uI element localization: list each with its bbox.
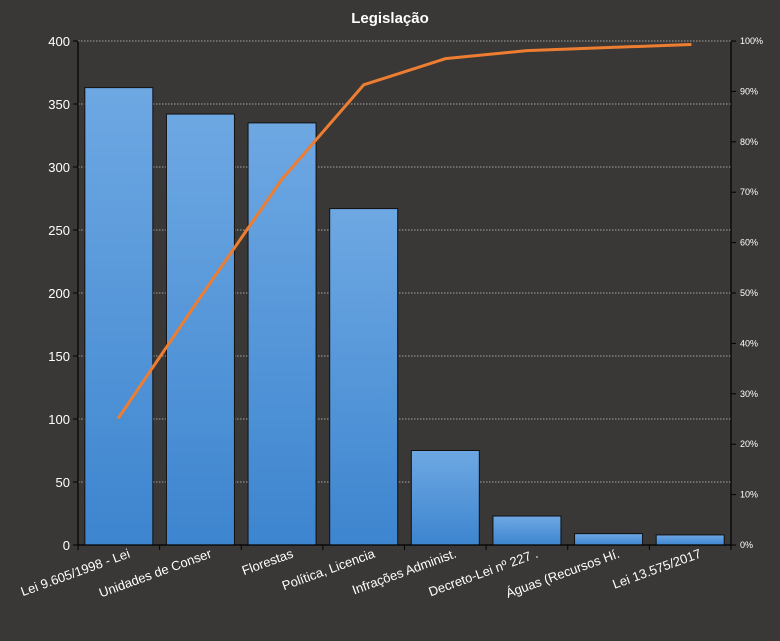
chart-title: Legislação: [351, 10, 429, 27]
left-tick-label: 150: [48, 349, 70, 364]
left-tick-label: 0: [63, 538, 70, 553]
right-tick-label: 30%: [740, 389, 758, 399]
left-tick-label: 100: [48, 412, 70, 427]
right-tick-label: 70%: [740, 187, 758, 197]
left-tick-label: 50: [56, 475, 70, 490]
left-tick-label: 200: [48, 286, 70, 301]
bar: [84, 87, 154, 546]
left-tick-label: 250: [48, 223, 70, 238]
cumulative-line: [117, 43, 692, 419]
bar: [410, 450, 480, 546]
right-tick-label: 20%: [740, 439, 758, 449]
bar: [655, 534, 725, 546]
right-tick-label: 40%: [740, 338, 758, 348]
cumulative-line-series: [117, 43, 692, 419]
bar: [574, 533, 644, 546]
bar: [247, 122, 317, 546]
right-tick-label: 90%: [740, 86, 758, 96]
right-tick-label: 60%: [740, 238, 758, 248]
bar: [492, 515, 562, 546]
right-tick-label: 50%: [740, 288, 758, 298]
left-tick-label: 400: [48, 34, 70, 49]
left-tick-label: 350: [48, 97, 70, 112]
right-axis-ticks: 0% 10% 20% 30% 40% 50% 60% 70% 80% 90% 100%: [731, 36, 763, 550]
right-tick-label: 10%: [740, 490, 758, 500]
left-axis-ticks: 0 50 100 150 200 250 300 350 400: [48, 34, 78, 553]
left-tick-label: 300: [48, 160, 70, 175]
right-tick-label: 80%: [740, 137, 758, 147]
right-tick-label: 100%: [740, 36, 763, 46]
right-tick-label: 0%: [740, 540, 753, 550]
bar: [329, 208, 399, 546]
